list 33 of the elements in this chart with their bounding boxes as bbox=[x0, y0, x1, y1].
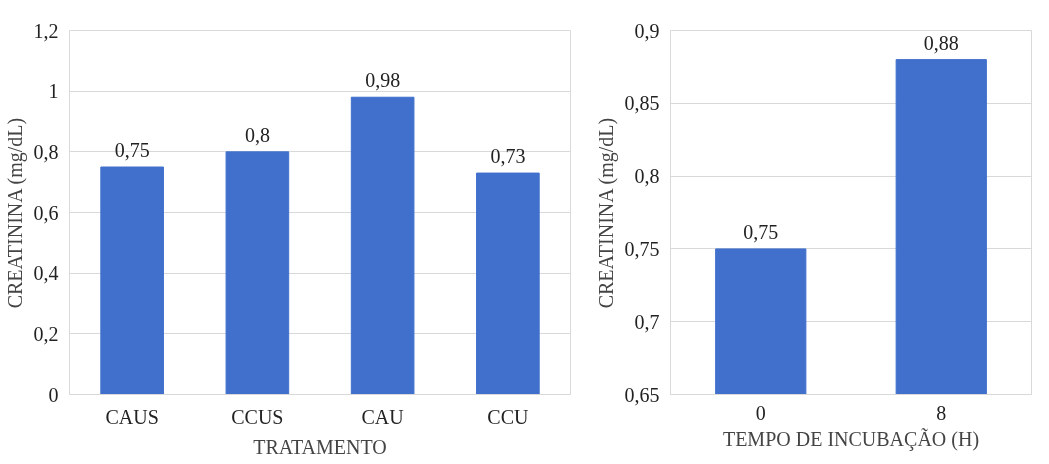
bar bbox=[350, 96, 415, 395]
data-label: 0,73 bbox=[490, 145, 526, 168]
y-axis-title: CREATININA (mg/dL) bbox=[594, 117, 618, 309]
bar bbox=[476, 172, 540, 395]
y-axis-title: CREATININA (mg/dL) bbox=[3, 117, 27, 309]
data-label: 0,88 bbox=[923, 31, 959, 54]
y-tick-label: 0,75 bbox=[624, 237, 660, 260]
y-tick-label: 0,65 bbox=[624, 383, 660, 406]
y-tick-label: 0,2 bbox=[33, 322, 59, 345]
x-tick-label: CAUS bbox=[105, 405, 159, 428]
y-tick-label: 0,8 bbox=[634, 165, 660, 188]
y-tick-label: 0,6 bbox=[33, 201, 59, 224]
x-tick-label: CAU bbox=[361, 405, 405, 428]
y-tick-label: 0,85 bbox=[624, 92, 660, 115]
y-tick-label: 1 bbox=[48, 80, 59, 103]
bar bbox=[100, 166, 164, 395]
x-tick-label: CCUS bbox=[231, 405, 284, 428]
x-tick-label: CCU bbox=[487, 405, 529, 428]
y-tick-label: 0 bbox=[48, 383, 59, 406]
data-label: 0,98 bbox=[365, 69, 401, 92]
y-tick-label: 0,8 bbox=[33, 140, 59, 163]
x-axis-title: TRATAMENTO bbox=[253, 435, 387, 458]
data-label: 0,8 bbox=[244, 123, 270, 146]
x-tick-label: 0 bbox=[755, 401, 766, 424]
x-axis-title: TEMPO DE INCUBAÇÃO (H) bbox=[722, 426, 980, 451]
data-label: 0,75 bbox=[743, 220, 779, 243]
bar bbox=[225, 151, 290, 395]
y-tick-label: 0,7 bbox=[634, 310, 660, 333]
data-label: 0,75 bbox=[114, 139, 150, 161]
y-tick-label: 0,4 bbox=[33, 262, 59, 285]
y-tick-label: 0,9 bbox=[634, 19, 660, 42]
y-tick-label: 1,2 bbox=[33, 19, 59, 42]
x-tick-label: 8 bbox=[936, 401, 947, 424]
